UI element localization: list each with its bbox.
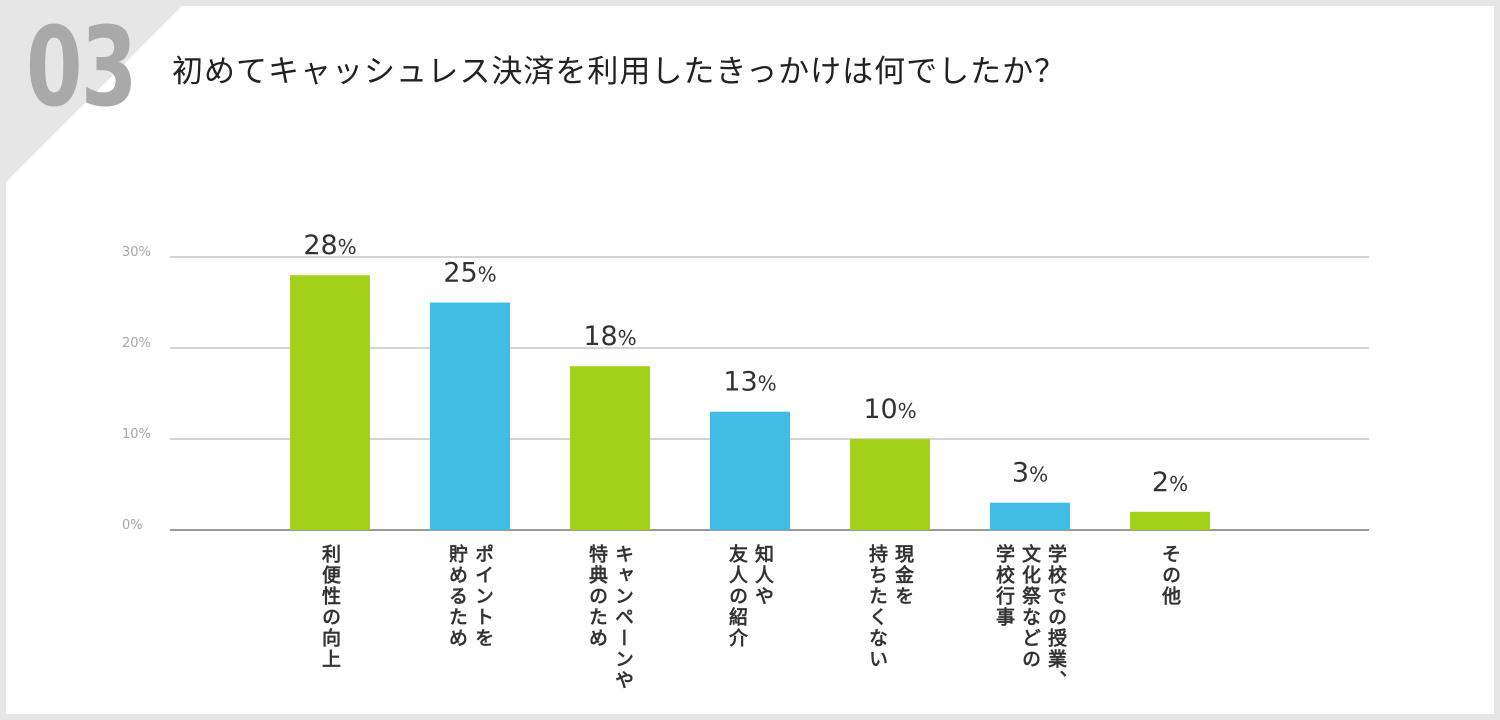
bar: [570, 366, 650, 530]
data-label: 3%: [1012, 458, 1048, 489]
y-tick-label: 20%: [122, 336, 151, 351]
bar: [710, 411, 790, 530]
data-label: 13%: [723, 367, 776, 398]
y-tick-label: 10%: [122, 427, 151, 442]
chart-title: 初めてキャッシュレス決済を利用したきっかけは何でしたか？: [172, 54, 1067, 90]
x-tick-label: キャンペーンや 特典のため: [586, 544, 634, 691]
data-label: 25%: [443, 258, 496, 289]
x-tick-label: ポイントを 貯めるため: [446, 544, 494, 649]
data-label: 2%: [1152, 467, 1188, 498]
bar: [1130, 511, 1210, 530]
chart-card: 03 初めてキャッシュレス決済を利用したきっかけは何でしたか？: [6, 6, 1494, 714]
x-tick-label: 利便性の向上: [319, 544, 341, 670]
x-tick-label: 知人や 友人の紹介: [726, 544, 774, 649]
bar: [990, 502, 1070, 530]
question-number: 03: [26, 3, 137, 131]
bar: [290, 275, 370, 530]
y-tick-label: 0%: [122, 518, 143, 533]
data-label: 28%: [303, 230, 356, 261]
x-tick-label: 学校での授業、 文化祭などの 学校行事: [993, 544, 1067, 691]
y-tick-label: 30%: [122, 245, 151, 260]
bar: [850, 439, 930, 530]
x-tick-label: 現金を 持ちたくない: [866, 544, 914, 670]
x-tick-label: その他: [1159, 544, 1181, 607]
data-label: 10%: [863, 394, 916, 425]
data-label: 18%: [583, 321, 636, 352]
bar: [430, 302, 510, 530]
